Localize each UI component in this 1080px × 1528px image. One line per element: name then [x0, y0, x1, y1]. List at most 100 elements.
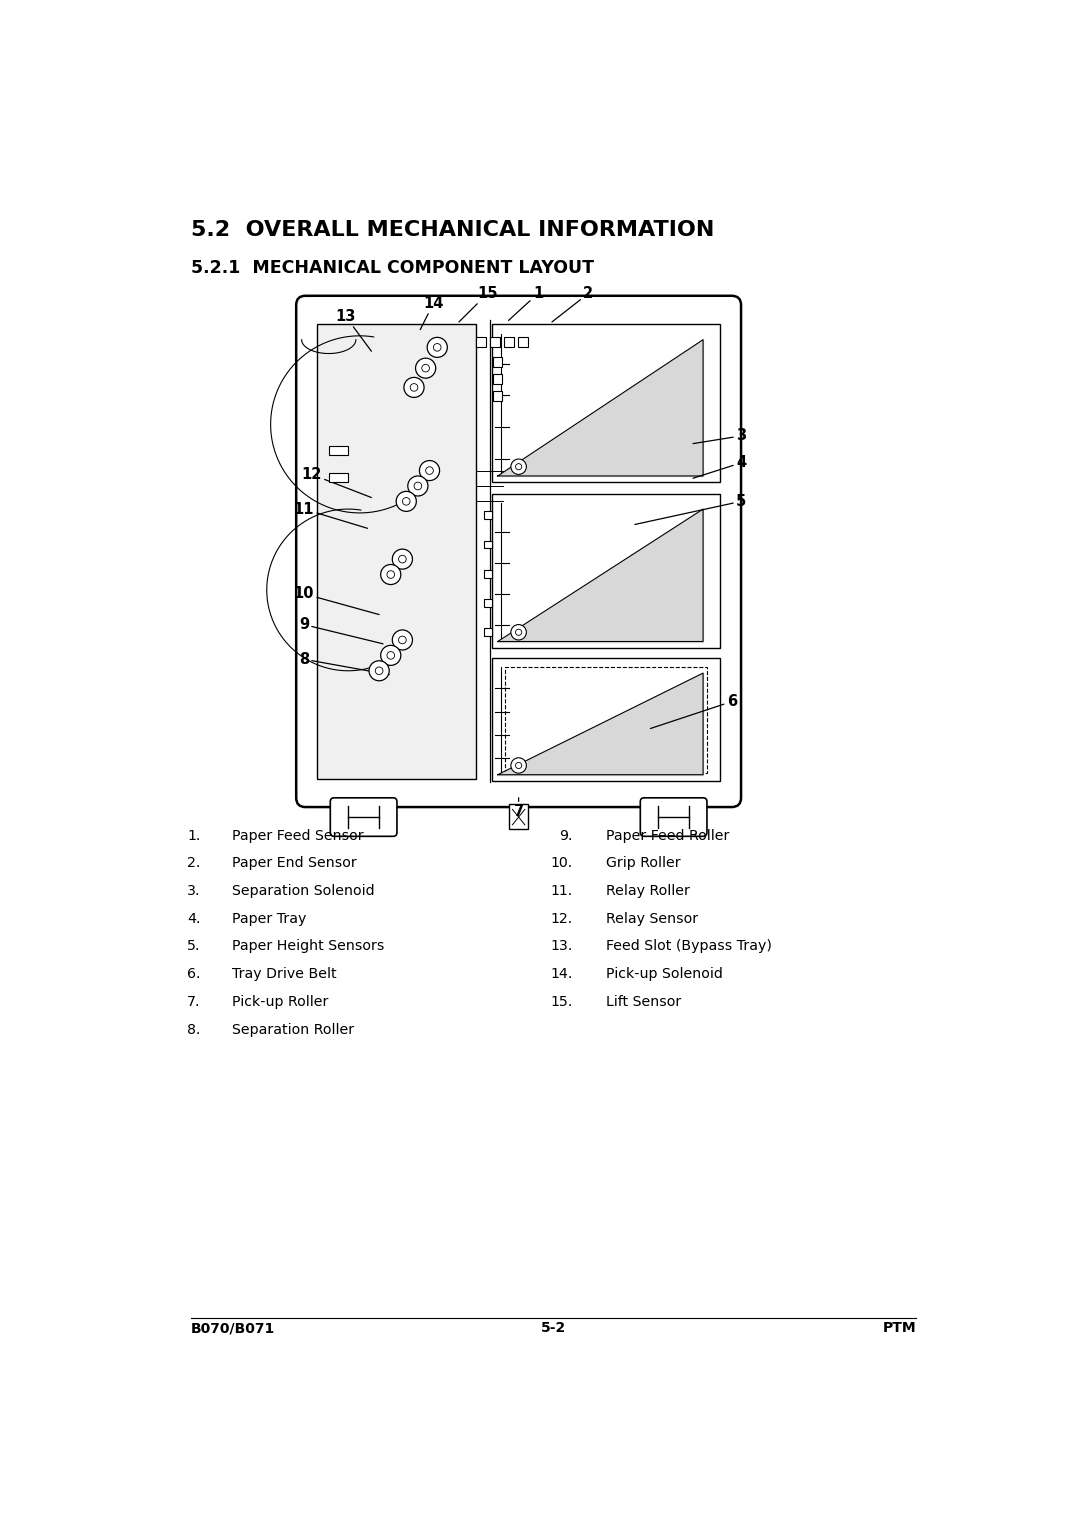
Bar — [494, 391, 502, 400]
Bar — [510, 804, 528, 828]
Circle shape — [399, 636, 406, 643]
Text: Tray Drive Belt: Tray Drive Belt — [232, 967, 337, 981]
Text: Paper Height Sensors: Paper Height Sensors — [232, 940, 384, 953]
Text: 6.: 6. — [187, 967, 201, 981]
Text: Lift Sensor: Lift Sensor — [606, 995, 681, 1008]
Circle shape — [414, 483, 421, 490]
Circle shape — [387, 571, 394, 578]
Text: 7.: 7. — [187, 995, 201, 1008]
Circle shape — [511, 625, 526, 640]
Circle shape — [515, 463, 522, 469]
Bar — [484, 570, 491, 578]
Bar — [484, 628, 491, 636]
Text: 12.: 12. — [551, 912, 572, 926]
Text: 5.2.1  MECHANICAL COMPONENT LAYOUT: 5.2.1 MECHANICAL COMPONENT LAYOUT — [191, 258, 594, 277]
Text: 11: 11 — [294, 501, 367, 529]
Circle shape — [433, 344, 441, 351]
Text: PTM: PTM — [882, 1322, 916, 1335]
Text: 5.2  OVERALL MECHANICAL INFORMATION: 5.2 OVERALL MECHANICAL INFORMATION — [191, 220, 714, 240]
Bar — [318, 324, 476, 779]
Bar — [505, 666, 707, 773]
Circle shape — [380, 564, 401, 585]
Text: Relay Roller: Relay Roller — [606, 885, 690, 898]
FancyBboxPatch shape — [640, 798, 707, 836]
Bar — [328, 446, 348, 455]
Polygon shape — [498, 672, 703, 775]
Circle shape — [515, 630, 522, 636]
Circle shape — [392, 630, 413, 649]
Text: 3: 3 — [693, 428, 746, 443]
Circle shape — [419, 460, 440, 481]
Circle shape — [396, 492, 416, 512]
Text: 10: 10 — [294, 587, 379, 614]
Text: 5.: 5. — [187, 940, 201, 953]
Polygon shape — [498, 509, 703, 642]
Circle shape — [375, 666, 383, 674]
Text: Separation Roller: Separation Roller — [232, 1022, 354, 1036]
Circle shape — [404, 377, 424, 397]
Bar — [491, 324, 720, 483]
Text: B070/B071: B070/B071 — [191, 1322, 275, 1335]
Text: 13.: 13. — [551, 940, 572, 953]
Circle shape — [515, 762, 522, 769]
Text: 4.: 4. — [187, 912, 201, 926]
Text: Paper Tray: Paper Tray — [232, 912, 307, 926]
Circle shape — [387, 651, 394, 659]
Circle shape — [392, 549, 413, 568]
Text: Relay Sensor: Relay Sensor — [606, 912, 699, 926]
Bar — [490, 338, 500, 347]
Bar — [476, 338, 486, 347]
Polygon shape — [498, 339, 703, 475]
Text: 15.: 15. — [551, 995, 572, 1008]
Circle shape — [416, 358, 435, 377]
Text: 9: 9 — [299, 617, 383, 643]
Text: 5: 5 — [635, 494, 746, 524]
Circle shape — [410, 384, 418, 391]
Text: 12: 12 — [301, 468, 372, 498]
Text: Paper Feed Roller: Paper Feed Roller — [606, 828, 730, 842]
Text: 13: 13 — [336, 309, 372, 351]
FancyBboxPatch shape — [296, 296, 741, 807]
Circle shape — [380, 645, 401, 665]
Bar — [494, 358, 502, 367]
Bar — [484, 541, 491, 549]
Circle shape — [511, 758, 526, 773]
Bar — [517, 338, 528, 347]
Text: 14.: 14. — [551, 967, 572, 981]
Text: Separation Solenoid: Separation Solenoid — [232, 885, 375, 898]
Circle shape — [426, 466, 433, 474]
Text: 10.: 10. — [551, 856, 572, 871]
Circle shape — [511, 458, 526, 474]
Text: 11.: 11. — [551, 885, 572, 898]
Bar — [328, 472, 348, 483]
Text: Feed Slot (Bypass Tray): Feed Slot (Bypass Tray) — [606, 940, 772, 953]
Text: 8.: 8. — [188, 1022, 201, 1036]
Text: 9.: 9. — [559, 828, 572, 842]
Circle shape — [399, 555, 406, 562]
Text: 7: 7 — [514, 798, 524, 819]
Text: 2: 2 — [552, 286, 593, 322]
Bar — [494, 374, 502, 384]
Circle shape — [408, 475, 428, 497]
Text: 2.: 2. — [188, 856, 201, 871]
Bar — [504, 338, 514, 347]
Text: 3.: 3. — [187, 885, 201, 898]
Text: Paper Feed Sensor: Paper Feed Sensor — [232, 828, 364, 842]
Circle shape — [422, 364, 430, 371]
Text: 5-2: 5-2 — [541, 1322, 566, 1335]
Text: Grip Roller: Grip Roller — [606, 856, 680, 871]
Text: 4: 4 — [693, 455, 746, 478]
Bar — [491, 494, 720, 648]
Text: 1: 1 — [509, 286, 543, 321]
Text: 15: 15 — [459, 286, 498, 322]
Text: 8: 8 — [299, 652, 389, 675]
Text: Paper End Sensor: Paper End Sensor — [232, 856, 356, 871]
Bar — [491, 657, 720, 781]
Text: 1.: 1. — [188, 828, 201, 842]
FancyBboxPatch shape — [330, 798, 397, 836]
Bar — [484, 599, 491, 607]
Text: Pick-up Roller: Pick-up Roller — [232, 995, 328, 1008]
Circle shape — [369, 660, 389, 681]
Bar — [484, 512, 491, 520]
Text: Pick-up Solenoid: Pick-up Solenoid — [606, 967, 724, 981]
